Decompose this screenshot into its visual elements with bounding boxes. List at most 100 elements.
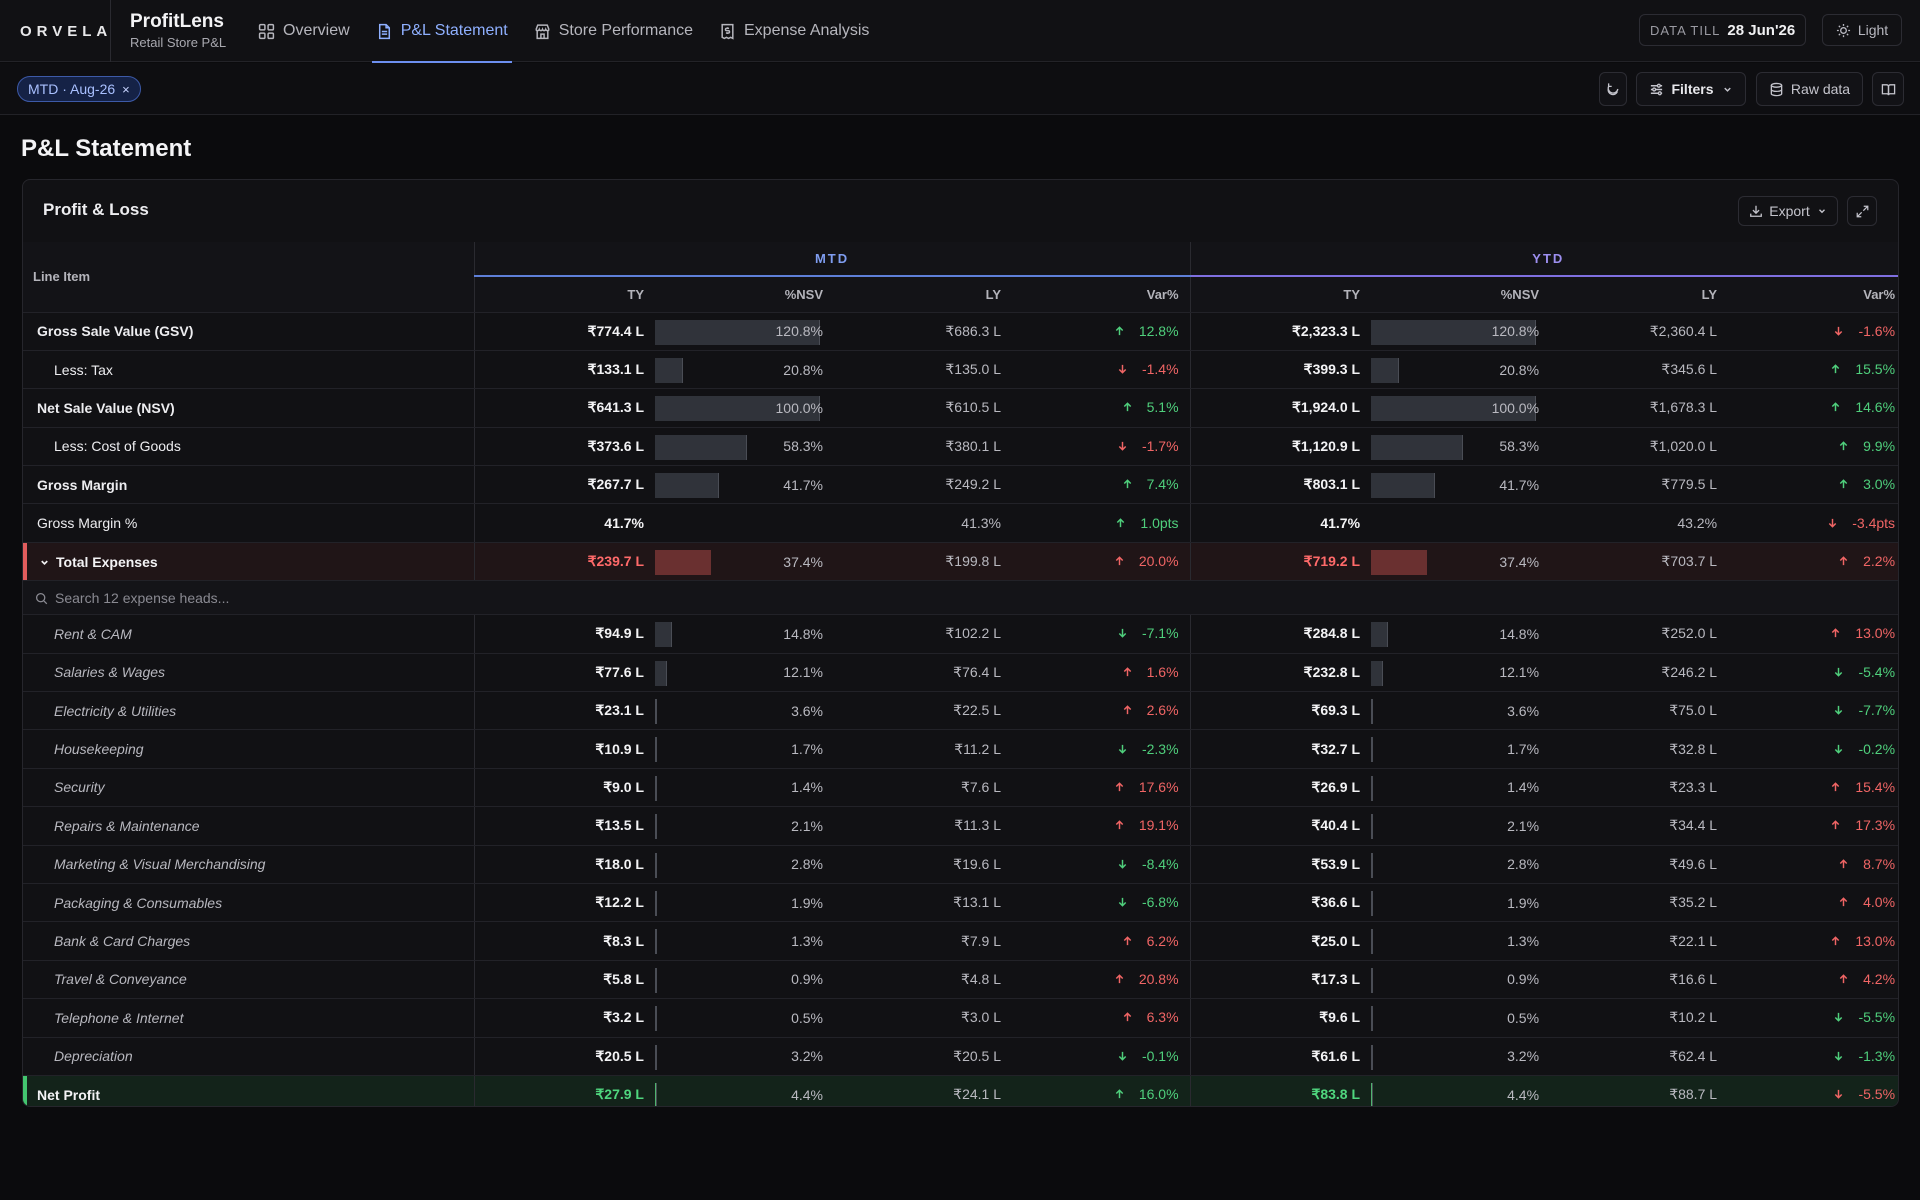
- mtd-var-value: 17.6%: [1138, 778, 1179, 795]
- line-item-cell: Less: Tax: [23, 350, 475, 390]
- col-mtd-var[interactable]: Var%: [1012, 276, 1191, 313]
- mtd-pct-nsv-value: 0.9%: [791, 971, 823, 988]
- col-ytd-var[interactable]: Var%: [1728, 276, 1898, 313]
- nsv-share-bar: [1371, 396, 1537, 422]
- export-button[interactable]: Export: [1738, 196, 1838, 226]
- arrow-down-icon: [1118, 1051, 1127, 1061]
- ytd-var-value: 3.0%: [1863, 476, 1896, 493]
- mtd-ly-value: ₹199.8 L: [834, 542, 1012, 582]
- ytd-ty-value: ₹9.6 L: [1189, 998, 1372, 1038]
- period-filter-chip[interactable]: MTD · Aug-26 ×: [17, 76, 141, 102]
- col-ytd-ty[interactable]: TY: [1189, 276, 1372, 313]
- table-row: Electricity & Utilities ₹23.1 L 3.6% ₹22.5 …: [23, 691, 1898, 731]
- table-row: Marketing & Visual Merchandising ₹18.0 L 2…: [23, 845, 1898, 884]
- ytd-pct-nsv-cell: 120.8%: [1371, 312, 1551, 351]
- col-ytd-ly[interactable]: LY: [1550, 276, 1729, 313]
- col-ytd-pct-nsv[interactable]: %NSV: [1371, 276, 1551, 313]
- mtd-pct-nsv-value: 37.4%: [783, 553, 823, 570]
- ytd-var-value: 4.0%: [1863, 894, 1896, 911]
- arrow-up-icon: [1123, 935, 1131, 945]
- table-row[interactable]: Total Expenses ₹239.7 L 37.4% ₹199.8 L 20.0%…: [23, 542, 1898, 582]
- mtd-pct-nsv-value: 4.4%: [791, 1086, 823, 1103]
- document-icon: [378, 23, 390, 39]
- mtd-var-value: 1.6%: [1146, 663, 1179, 680]
- col-mtd-ty[interactable]: TY: [474, 276, 655, 313]
- nsv-share-bar: [1371, 473, 1436, 499]
- mtd-var-value: -2.3%: [1141, 740, 1179, 757]
- row-label: Repairs & Maintenance: [54, 817, 200, 834]
- ytd-ly-value: ₹252.0 L: [1550, 614, 1729, 654]
- row-label: Net Sale Value (NSV): [37, 399, 175, 416]
- ytd-ly-value: ₹88.7 L: [1550, 1075, 1729, 1106]
- guide-button[interactable]: [1872, 72, 1904, 106]
- ytd-var-value: -5.5%: [1858, 1009, 1896, 1026]
- expense-search-cell[interactable]: Search 12 expense heads...: [23, 580, 1898, 616]
- mtd-var-cell: 1.0pts: [1012, 503, 1191, 543]
- ytd-pct-nsv-value: 2.1%: [1507, 817, 1540, 834]
- chevron-down-icon[interactable]: [39, 557, 50, 568]
- col-mtd-pct-nsv[interactable]: %NSV: [655, 276, 834, 313]
- expense-search-input[interactable]: Search 12 expense heads...: [55, 589, 230, 606]
- arrow-up-icon: [1839, 479, 1848, 489]
- ytd-var-value: 8.7%: [1863, 855, 1896, 872]
- tab-expense-analysis[interactable]: Expense Analysis: [715, 0, 873, 62]
- ytd-ly-value: ₹246.2 L: [1550, 653, 1729, 693]
- row-label: Travel & Conveyance: [54, 971, 187, 988]
- theme-toggle-button[interactable]: Light: [1822, 14, 1902, 46]
- refresh-button[interactable]: [1599, 72, 1627, 106]
- expand-button[interactable]: [1847, 196, 1877, 226]
- table-row: Gross Margin % 41.7% 41.3% 1.0pts 41.7% 43.2%…: [23, 503, 1898, 543]
- nsv-share-bar: [655, 622, 672, 648]
- ytd-pct-nsv-cell: 41.7%: [1371, 465, 1551, 505]
- arrow-up-icon: [1115, 974, 1124, 984]
- mtd-ly-value: ₹76.4 L: [834, 653, 1012, 693]
- mtd-pct-nsv-cell: 37.4%: [655, 542, 834, 582]
- ytd-pct-nsv-value: 120.8%: [1491, 323, 1540, 340]
- ytd-var-value: 17.3%: [1855, 817, 1896, 834]
- nsv-share-bar: [1371, 814, 1374, 840]
- arrow-up-icon: [1832, 628, 1840, 638]
- mtd-pct-nsv-value: 3.2%: [791, 1048, 823, 1065]
- arrow-up-icon: [1115, 1089, 1124, 1099]
- ytd-var-value: -3.4pts: [1852, 514, 1896, 531]
- mtd-var-value: 6.3%: [1146, 1009, 1179, 1026]
- mtd-ty-value: ₹10.9 L: [474, 729, 655, 769]
- ytd-var-cell: 2.2%: [1728, 542, 1898, 582]
- ytd-var-cell: 13.0%: [1728, 614, 1898, 654]
- table-row: Gross Margin ₹267.7 L 41.7% ₹249.2 L 7.4% ₹80…: [23, 465, 1898, 505]
- raw-data-label: Raw data: [1790, 81, 1851, 97]
- tab-pl-statement[interactable]: P&L Statement: [371, 0, 512, 63]
- mtd-ty-value: ₹94.9 L: [474, 614, 655, 654]
- nsv-share-bar: [1371, 622, 1389, 648]
- mtd-ly-value: ₹22.5 L: [834, 691, 1012, 731]
- row-label: Salaries & Wages: [54, 664, 166, 681]
- ytd-pct-nsv-value: 3.2%: [1507, 1048, 1540, 1065]
- nsv-share-bar: [655, 1006, 657, 1032]
- ytd-pct-nsv-value: 58.3%: [1499, 438, 1540, 455]
- mtd-var-cell: -1.4%: [1012, 350, 1191, 390]
- arrow-down-icon: [1118, 898, 1127, 907]
- ytd-pct-nsv-cell: 3.6%: [1371, 691, 1551, 731]
- close-icon[interactable]: ×: [122, 81, 130, 97]
- arrow-down-icon: [1118, 441, 1127, 451]
- ytd-ly-value: ₹1,020.0 L: [1550, 427, 1729, 467]
- tab-store-performance[interactable]: Store Performance: [530, 0, 697, 62]
- mtd-ly-value: ₹13.1 L: [834, 883, 1012, 923]
- filters-button[interactable]: Filters: [1636, 72, 1746, 106]
- nsv-share-bar: [655, 357, 683, 383]
- ytd-ty-value: 41.7%: [1189, 503, 1372, 543]
- mtd-var-value: 5.1%: [1146, 399, 1179, 416]
- ytd-ty-value: ₹17.3 L: [1189, 960, 1372, 1000]
- ytd-ly-value: ₹1,678.3 L: [1550, 388, 1729, 428]
- col-mtd-ly[interactable]: LY: [834, 276, 1012, 313]
- ytd-pct-nsv-cell: 1.3%: [1371, 921, 1551, 961]
- arrow-up-icon: [1115, 820, 1124, 830]
- page-title: P&L Statement: [21, 135, 192, 162]
- raw-data-button[interactable]: Raw data: [1756, 72, 1863, 106]
- ytd-ty-value: ₹26.9 L: [1189, 768, 1372, 808]
- tab-overview[interactable]: Overview: [254, 0, 354, 62]
- table-row: Net Sale Value (NSV) ₹641.3 L 100.0% ₹610.5…: [23, 388, 1898, 428]
- nsv-share-bar: [1371, 319, 1537, 345]
- ytd-var-cell: 15.4%: [1728, 768, 1898, 808]
- ytd-var-value: 13.0%: [1855, 625, 1896, 642]
